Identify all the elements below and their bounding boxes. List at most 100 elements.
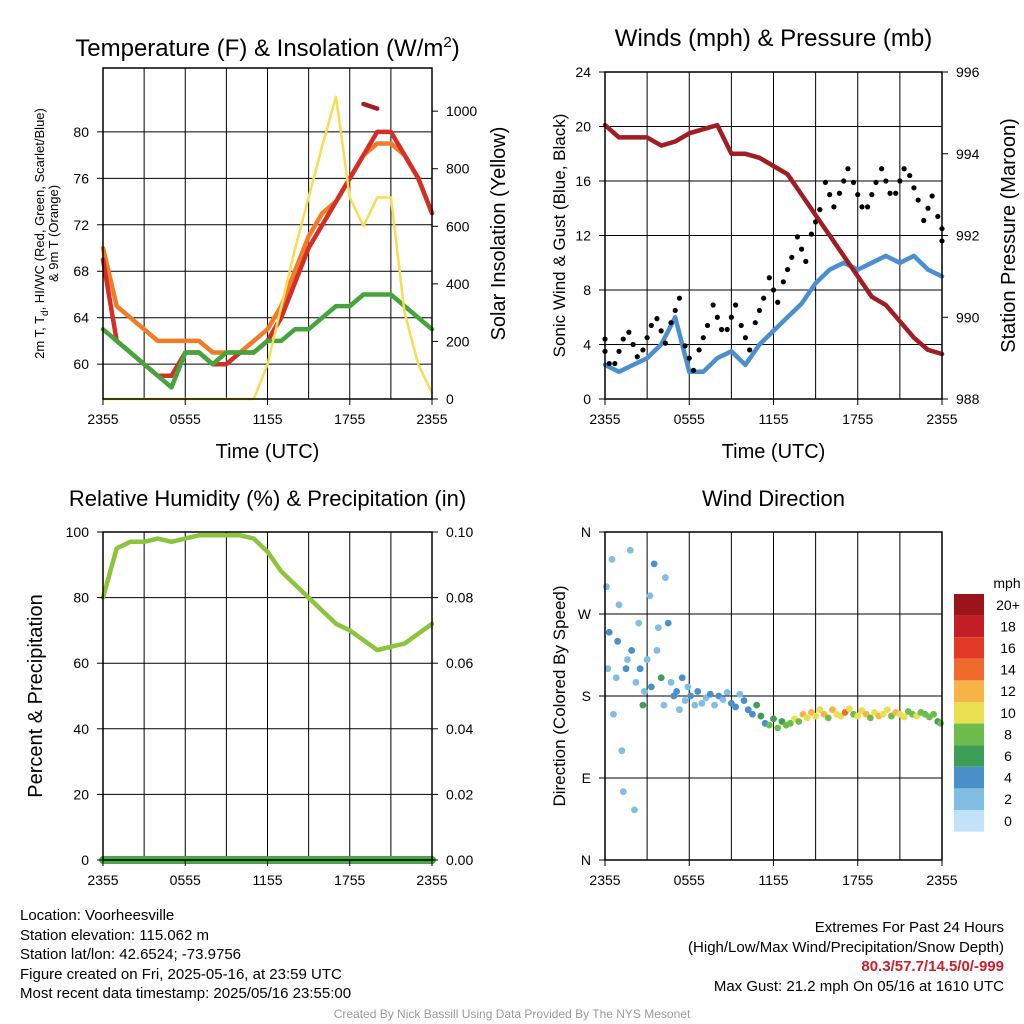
gust-point bbox=[606, 360, 612, 367]
direction-point bbox=[664, 619, 672, 627]
direction-point bbox=[824, 714, 832, 722]
legend-swatch bbox=[954, 702, 984, 724]
x-tick-label: 2355 bbox=[416, 872, 447, 888]
series-line-0 bbox=[602, 253, 945, 375]
series-line-2 bbox=[602, 122, 945, 357]
gust-point bbox=[770, 287, 777, 293]
legend-label: 2 bbox=[1004, 791, 1012, 807]
y-axis-label: Sonic Wind & Gust (Blue, Black) bbox=[550, 114, 569, 358]
gust-point bbox=[662, 340, 668, 346]
direction-point bbox=[698, 699, 706, 707]
gust-point bbox=[724, 326, 730, 333]
direction-point bbox=[770, 715, 777, 723]
x-tick-label: 2355 bbox=[926, 872, 957, 888]
gust-point bbox=[808, 231, 815, 237]
gust-point bbox=[766, 275, 772, 281]
direction-point bbox=[691, 701, 699, 709]
y-tick-label: 16 bbox=[575, 173, 591, 189]
extremes-heading: Extremes For Past 24 Hours bbox=[814, 919, 1004, 936]
direction-point bbox=[829, 706, 836, 714]
gust-point bbox=[640, 347, 646, 353]
x-tick-label: 1755 bbox=[334, 411, 365, 427]
y-tick-label: 72 bbox=[73, 217, 89, 233]
y-tick-label: 8 bbox=[583, 282, 591, 298]
y-axis-label: Direction (Colored By Speed) bbox=[550, 585, 569, 806]
x-tick-label: 2355 bbox=[87, 872, 118, 888]
gust-point bbox=[907, 172, 913, 179]
credit-line: Created By Nick Bassill Using Data Provi… bbox=[333, 1007, 691, 1021]
y2-tick-label: 0.10 bbox=[446, 524, 473, 540]
y-tick-label: 64 bbox=[73, 310, 89, 326]
direction-point bbox=[618, 747, 626, 755]
legend-label: 16 bbox=[1000, 640, 1016, 656]
direction-point bbox=[678, 674, 686, 682]
y-axis-label-line2: & 9m T (Orange) bbox=[46, 185, 61, 282]
y-tick-label: E bbox=[582, 770, 591, 786]
direction-point bbox=[653, 647, 661, 654]
direction-point bbox=[654, 624, 662, 632]
gust-point bbox=[682, 343, 688, 349]
figure-created: Figure created on Fri, 2025-05-16, at 23… bbox=[20, 965, 342, 983]
legend-swatch bbox=[954, 745, 984, 767]
extremes-subheading: (High/Low/Max Wind/Precipitation/Snow De… bbox=[688, 938, 1004, 956]
direction-point bbox=[681, 697, 689, 704]
direction-point bbox=[636, 665, 644, 673]
y-tick-label: 12 bbox=[575, 228, 591, 244]
gust-point bbox=[626, 329, 632, 335]
direction-point bbox=[667, 678, 675, 686]
legend-swatch bbox=[954, 680, 984, 702]
direction-point bbox=[612, 674, 620, 682]
direction-point bbox=[643, 656, 651, 663]
series-line-0 bbox=[100, 533, 435, 653]
temperature-panel: 2355 0555 1155 1755 235560646872768002004006… bbox=[32, 34, 510, 463]
chart-title: Temperature (F) & Insolation (W/m2) bbox=[75, 34, 459, 62]
legend-swatch bbox=[954, 594, 984, 616]
y2-tick-label: 0.08 bbox=[446, 590, 473, 606]
direction-point bbox=[736, 690, 744, 698]
gust-point bbox=[864, 204, 871, 210]
gust-point bbox=[780, 279, 786, 285]
direction-point bbox=[740, 697, 748, 704]
x-tick-label: 0555 bbox=[674, 872, 705, 888]
gust-point bbox=[672, 307, 678, 314]
gust-point bbox=[822, 179, 829, 185]
direction-point bbox=[673, 688, 681, 695]
direction-point bbox=[706, 690, 714, 698]
y-axis-label: Percent & Precipitation bbox=[25, 594, 47, 797]
gust-point bbox=[728, 314, 734, 320]
gust-point bbox=[798, 246, 805, 252]
direction-point bbox=[622, 665, 630, 673]
direction-point bbox=[803, 714, 811, 722]
y-tick-label: N bbox=[581, 852, 591, 868]
direction-point bbox=[753, 701, 761, 709]
direction-point bbox=[732, 703, 739, 711]
y-tick-label: 40 bbox=[73, 721, 89, 737]
y-tick-label: 60 bbox=[73, 655, 89, 671]
extremes-block: Extremes For Past 24 Hours (High/Low/Max… bbox=[688, 918, 1004, 996]
x-tick-label: 1755 bbox=[842, 872, 873, 888]
gust-point bbox=[658, 328, 664, 334]
y2-tick-label: 600 bbox=[446, 218, 470, 234]
direction-point bbox=[657, 674, 665, 682]
x-tick-label: 1155 bbox=[758, 872, 788, 888]
y2-tick-label: 996 bbox=[956, 64, 980, 80]
gust-point bbox=[915, 197, 921, 203]
direction-point bbox=[774, 724, 782, 732]
x-tick-label: 0555 bbox=[170, 411, 201, 427]
gust-point bbox=[620, 336, 626, 342]
y2-tick-label: 200 bbox=[446, 333, 470, 349]
gust-point bbox=[845, 166, 851, 172]
direction-point bbox=[631, 806, 638, 814]
gust-point bbox=[879, 166, 885, 172]
chart-title: Relative Humidity (%) & Precipitation (i… bbox=[69, 486, 466, 511]
x-tick-label: 1155 bbox=[252, 872, 282, 888]
gust-point bbox=[935, 213, 941, 220]
legend-swatch bbox=[954, 810, 984, 832]
gust-point bbox=[700, 335, 706, 341]
legend-label: 10 bbox=[1000, 705, 1016, 721]
gust-point bbox=[883, 178, 889, 184]
gust-point bbox=[747, 347, 753, 353]
y2-tick-label: 992 bbox=[956, 228, 980, 244]
direction-point bbox=[639, 701, 647, 709]
gust-point bbox=[827, 192, 833, 198]
